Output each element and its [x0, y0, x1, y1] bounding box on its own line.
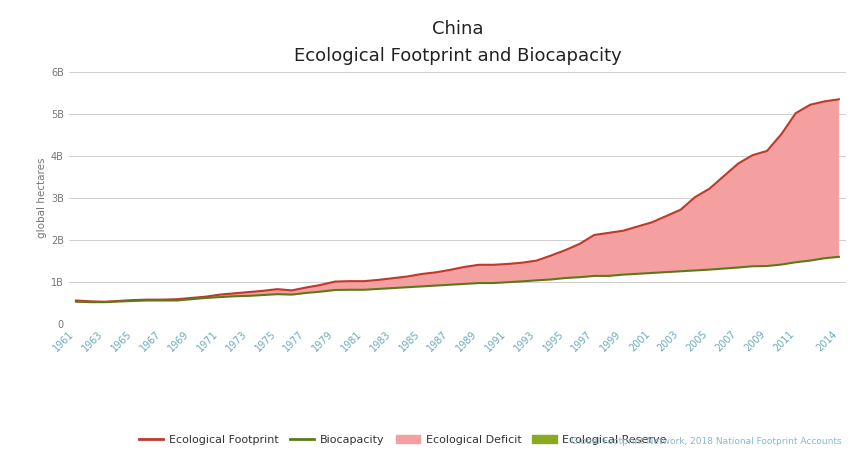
Title: China
Ecological Footprint and Biocapacity: China Ecological Footprint and Biocapaci… [294, 21, 621, 65]
Text: Global Footprint Network, 2018 National Footprint Accounts: Global Footprint Network, 2018 National … [571, 436, 842, 446]
Y-axis label: global hectares: global hectares [37, 158, 46, 238]
Legend: Ecological Footprint, Biocapacity, Ecological Deficit, Ecological Reserve: Ecological Footprint, Biocapacity, Ecolo… [135, 431, 672, 450]
